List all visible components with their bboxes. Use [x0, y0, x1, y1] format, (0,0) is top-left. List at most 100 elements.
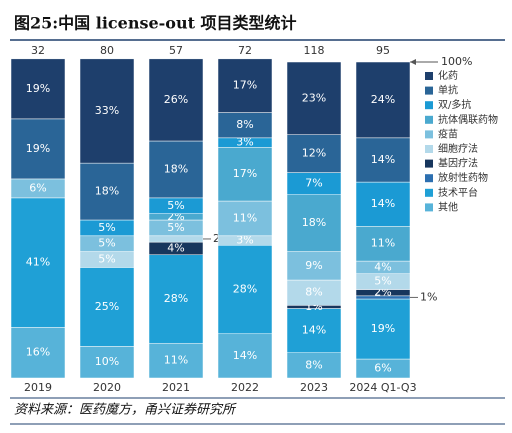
x-tick-label: 2022 [231, 381, 259, 394]
data-label: 14% [371, 197, 395, 210]
bar-segment [217, 58, 273, 113]
data-label: 5% [98, 237, 115, 250]
bar-segment [286, 134, 342, 173]
data-label: 5% [167, 199, 184, 212]
bar-segment [286, 251, 342, 281]
data-label: 14% [233, 349, 257, 362]
bar-segment [217, 147, 273, 202]
bar-segment [148, 58, 204, 142]
data-label: 11% [371, 237, 395, 250]
data-label: 5% [374, 275, 391, 288]
data-label: 17% [233, 167, 257, 180]
legend-swatch [425, 203, 433, 212]
bar-segment [79, 267, 135, 347]
legend-swatch [425, 72, 433, 80]
data-label: 16% [26, 346, 50, 359]
data-label: 5% [98, 221, 115, 234]
legend-swatch [425, 101, 433, 110]
source-note: 资料来源：医药魔方，甬兴证券研究所 [14, 402, 237, 418]
bar-segment [355, 137, 411, 183]
data-label: 14% [302, 324, 326, 337]
data-label: 8% [305, 358, 322, 371]
data-label: 18% [164, 162, 188, 175]
data-label: 19% [26, 82, 50, 95]
y-tick-label: 100% [441, 55, 472, 68]
data-label: 33% [95, 104, 119, 117]
bar-segment [217, 333, 273, 379]
data-label: 5% [167, 221, 184, 234]
legend-label: 基因疗法 [438, 157, 478, 170]
legend-swatch [425, 174, 433, 183]
chart-title: 图25:中国 license-out 项目类型统计 [14, 14, 297, 33]
data-label: 6% [29, 181, 46, 194]
arrow-head [410, 59, 416, 65]
bar-segment [286, 61, 342, 135]
bar-segment [10, 58, 66, 120]
data-label: 3% [236, 234, 253, 247]
bar-segment [286, 194, 342, 252]
data-label: 23% [302, 91, 326, 104]
data-label: 41% [26, 256, 50, 269]
data-label: 24% [371, 93, 395, 106]
data-label: 19% [371, 322, 395, 335]
data-label: 17% [233, 79, 257, 92]
bar-segment [10, 118, 66, 180]
x-tick-label: 2020 [93, 381, 121, 394]
bar-segment [217, 112, 273, 139]
legend-label: 抗体偶联药物 [438, 113, 498, 126]
bar-segment [79, 58, 135, 164]
bar-segment [10, 327, 66, 379]
legend-label: 双/多抗 [438, 98, 471, 111]
legend-label: 疫苗 [438, 127, 458, 140]
legend-swatch [425, 145, 433, 153]
data-label: 9% [305, 259, 322, 272]
legend-label: 单抗 [438, 84, 458, 97]
legend-swatch [425, 115, 433, 124]
bar-segment [286, 308, 342, 353]
bar-segment [148, 254, 204, 344]
data-label: 28% [233, 283, 257, 296]
bar-segment [148, 140, 204, 199]
data-label: 6% [374, 362, 391, 375]
data-label: 8% [305, 286, 322, 299]
data-label: 12% [302, 147, 326, 160]
legend-swatch [425, 188, 433, 197]
data-label: 10% [95, 355, 119, 368]
data-label: 11% [164, 354, 188, 367]
total-label: 32 [31, 44, 45, 57]
data-label: 11% [233, 211, 257, 224]
total-label: 95 [376, 44, 390, 57]
data-label: 8% [236, 118, 253, 131]
bar-segment [217, 200, 273, 237]
bar-segment [217, 245, 273, 335]
legend-label: 放射性药物 [438, 171, 488, 184]
data-label: 28% [164, 292, 188, 305]
bar-segment [286, 279, 342, 306]
data-label: 19% [26, 142, 50, 155]
bar-segment [148, 342, 204, 379]
legend-swatch [425, 130, 433, 139]
data-label: 1% [420, 290, 437, 303]
total-label: 72 [238, 44, 252, 57]
data-label: 3% [236, 136, 253, 149]
legend-label: 化药 [438, 69, 458, 82]
bar-segment [286, 352, 342, 379]
data-label: 5% [98, 253, 115, 266]
data-label: 14% [371, 153, 395, 166]
x-tick-label: 2019 [24, 381, 52, 394]
bar-segment [148, 235, 204, 243]
legend-label: 技术平台 [438, 186, 478, 199]
legend-label: 其他 [438, 200, 458, 213]
x-tick-label: 2021 [162, 381, 190, 394]
data-label: 26% [164, 93, 188, 106]
data-label: 18% [95, 185, 119, 198]
legend-swatch [425, 86, 433, 95]
data-label: 25% [95, 300, 119, 313]
total-label: 80 [100, 44, 114, 57]
bar-segment [355, 181, 411, 227]
bar-segment [79, 346, 135, 379]
legend-swatch [425, 159, 433, 168]
bar-segment [355, 226, 411, 262]
legend-label: 细胞疗法 [438, 142, 478, 155]
